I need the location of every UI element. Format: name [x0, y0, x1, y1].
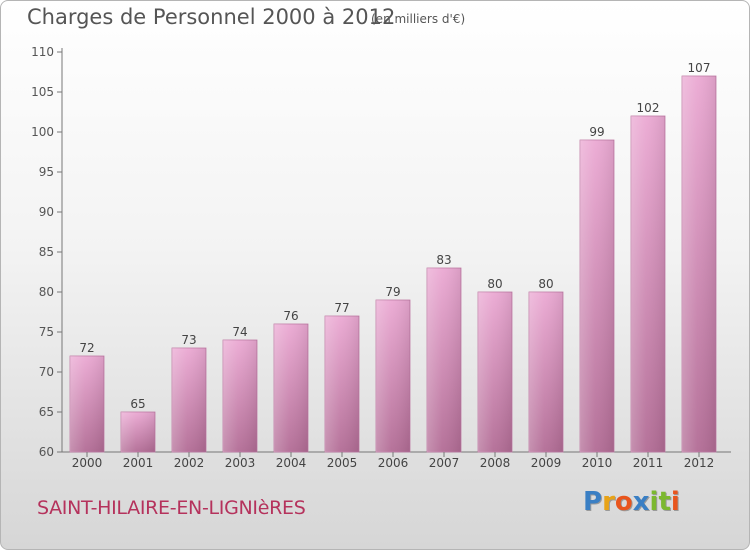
bar-value-label: 72	[79, 341, 94, 355]
x-tick-label: 2007	[429, 456, 460, 470]
bar-sheen	[274, 324, 308, 452]
y-tick-label: 105	[31, 85, 54, 99]
y-tick-label: 65	[39, 405, 54, 419]
bar-value-label: 73	[181, 333, 196, 347]
bar-sheen	[376, 300, 410, 452]
bar-sheen	[172, 348, 206, 452]
bar-sheen	[580, 140, 614, 452]
x-tick-label: 2003	[225, 456, 256, 470]
bar-sheen	[325, 316, 359, 452]
bar-value-label: 102	[637, 101, 660, 115]
x-tick-label: 2012	[684, 456, 715, 470]
bar-sheen	[682, 76, 716, 452]
bar-value-label: 99	[589, 125, 604, 139]
bar-value-label: 74	[232, 325, 247, 339]
unit-label: (en milliers d'€)	[371, 12, 466, 26]
y-tick-label: 90	[39, 205, 54, 219]
y-tick-label: 75	[39, 325, 54, 339]
bar-value-label: 83	[436, 253, 451, 267]
bar-value-label: 65	[130, 397, 145, 411]
y-tick-label: 70	[39, 365, 54, 379]
chart-title: Charges de Personnel 2000 à 2012	[27, 5, 396, 29]
bar-sheen	[427, 268, 461, 452]
x-tick-label: 2008	[480, 456, 511, 470]
bar-value-label: 107	[688, 61, 711, 75]
bar-value-label: 80	[538, 277, 553, 291]
bar-sheen	[529, 292, 563, 452]
y-tick-label: 100	[31, 125, 54, 139]
x-tick-label: 2011	[633, 456, 664, 470]
y-tick-label: 60	[39, 445, 54, 459]
x-tick-label: 2004	[276, 456, 307, 470]
x-tick-label: 2002	[174, 456, 205, 470]
y-tick-label: 85	[39, 245, 54, 259]
x-tick-label: 2006	[378, 456, 409, 470]
bar-sheen	[631, 116, 665, 452]
bar-sheen	[121, 412, 155, 452]
bar-value-label: 79	[385, 285, 400, 299]
bar-value-label: 77	[334, 301, 349, 315]
bar-value-label: 76	[283, 309, 298, 323]
bar-sheen	[70, 356, 104, 452]
city-name: SAINT-HILAIRE-EN-LIGNIèRES	[37, 497, 306, 519]
x-tick-label: 2005	[327, 456, 358, 470]
y-tick-label: 95	[39, 165, 54, 179]
x-tick-label: 2009	[531, 456, 562, 470]
bar-sheen	[223, 340, 257, 452]
proxiti-logo: Proxiti	[583, 487, 680, 517]
y-tick-label: 110	[31, 45, 54, 59]
x-tick-label: 2010	[582, 456, 613, 470]
x-tick-label: 2001	[123, 456, 154, 470]
bar-value-label: 80	[487, 277, 502, 291]
y-tick-label: 80	[39, 285, 54, 299]
bar-sheen	[478, 292, 512, 452]
x-tick-label: 2000	[72, 456, 103, 470]
